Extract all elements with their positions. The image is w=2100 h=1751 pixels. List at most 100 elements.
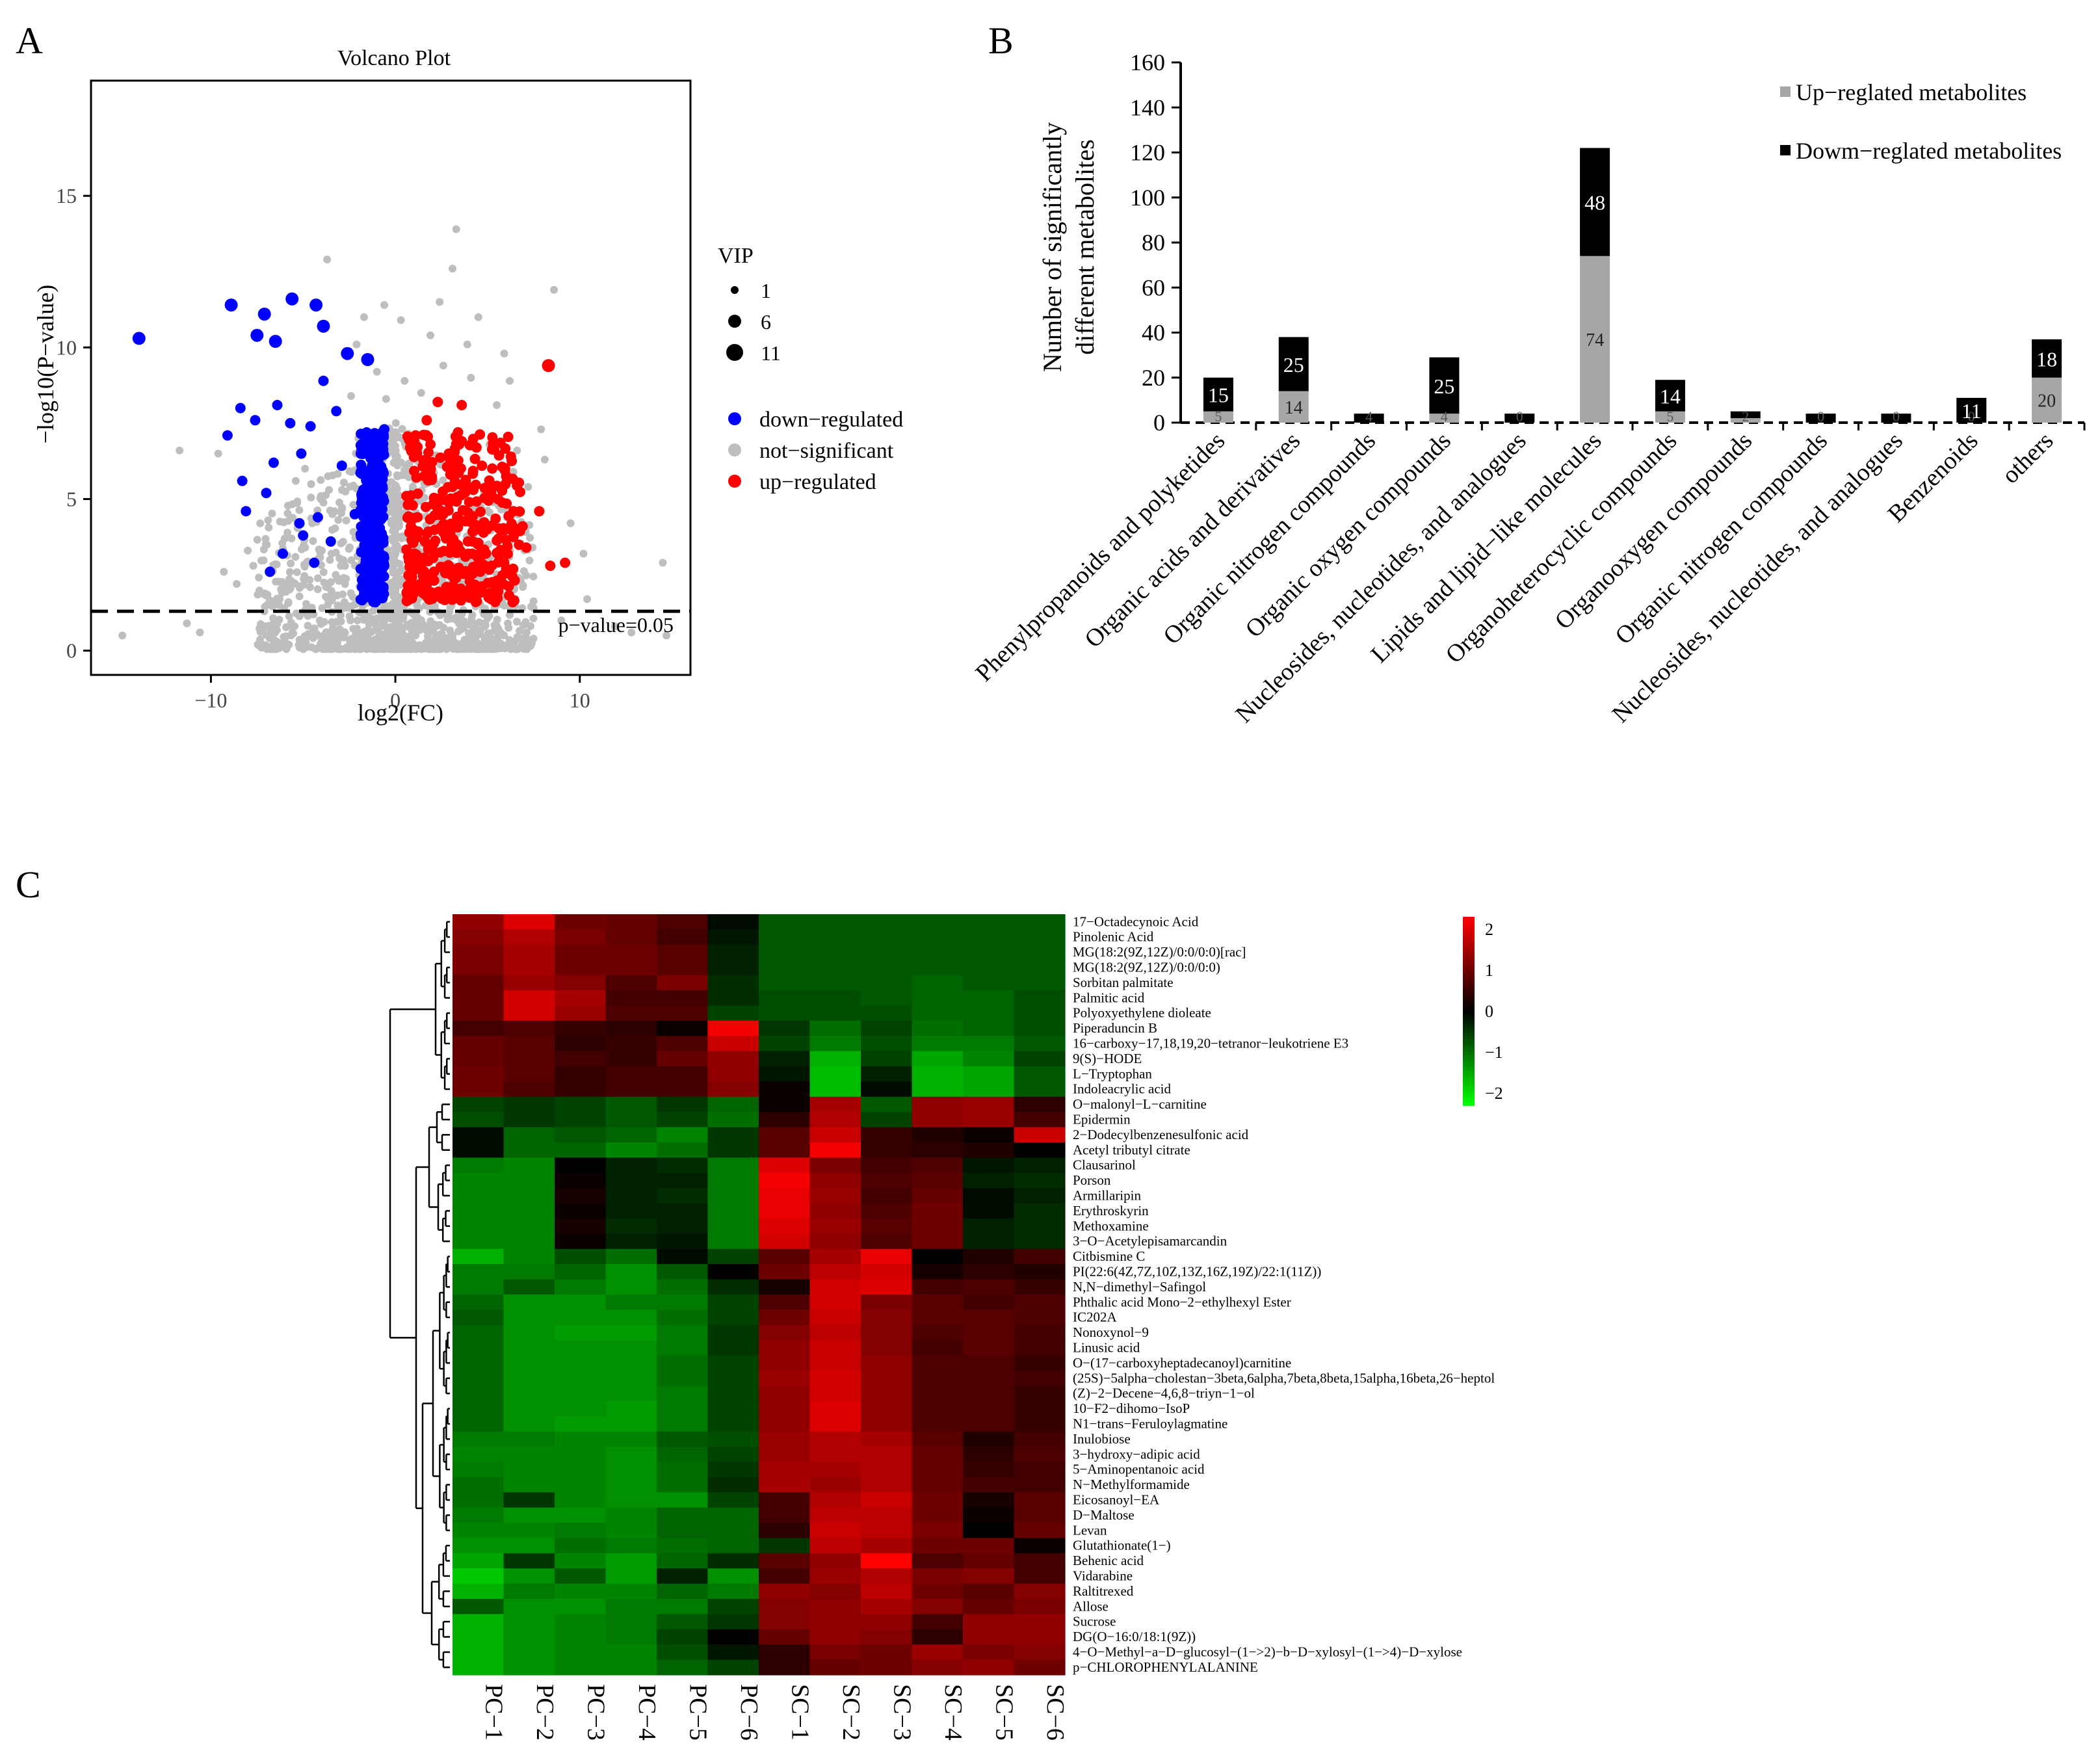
heatmap-cell — [453, 1644, 505, 1661]
heatmap-cell — [503, 1005, 555, 1021]
heatmap-cell — [503, 1248, 555, 1265]
volcano-point-neutral — [244, 546, 252, 555]
volcano-point-down — [360, 511, 371, 521]
heatmap-cell — [963, 1279, 1015, 1295]
bar-down-value-label: 14 — [1660, 384, 1681, 408]
heatmap-cell — [912, 1416, 964, 1432]
heatmap-cell — [861, 1066, 913, 1082]
heatmap-cell — [605, 1371, 657, 1386]
heatmap-cell — [555, 1096, 607, 1112]
heatmap-cell — [503, 1583, 555, 1600]
volcano-bg-point — [263, 540, 271, 549]
heatmap-cell — [453, 1659, 505, 1676]
heatmap-cell — [503, 990, 555, 1006]
heatmap-cell — [861, 1401, 913, 1417]
heatmap-row-label: 17−Octadecynoic Acid — [1073, 914, 1199, 929]
heatmap-cell — [707, 1340, 759, 1356]
bar-up-segment — [1278, 391, 1309, 423]
volcano-point-neutral — [449, 265, 456, 273]
volcano-point-up — [425, 573, 436, 584]
volcano-bg-point — [333, 573, 341, 582]
heatmap-cell — [912, 1355, 964, 1371]
heatmap-cell — [963, 1371, 1015, 1386]
heatmap-cell — [809, 944, 861, 960]
heatmap-cell — [809, 1553, 861, 1569]
heatmap-cell — [605, 1492, 657, 1508]
heatmap-cell — [861, 1568, 913, 1585]
bar-y-tick-label: 80 — [1142, 230, 1165, 256]
color-scale-step — [1463, 929, 1475, 933]
volcano-point-up — [454, 439, 465, 450]
volcano-bg-point — [424, 636, 432, 644]
volcano-bg-point — [347, 616, 355, 625]
heatmap-cell — [963, 1324, 1015, 1341]
heatmap-cell — [657, 1005, 709, 1021]
heatmap-cell — [1014, 1081, 1066, 1098]
volcano-y-axis-label: −log10(P−value) — [33, 285, 59, 444]
volcano-bg-point — [282, 623, 290, 631]
heatmap-cell — [912, 1279, 964, 1295]
volcano-title: Volcano Plot — [337, 46, 451, 70]
volcano-bg-point — [328, 625, 337, 634]
volcano-point-neutral — [176, 446, 184, 454]
heatmap-cell — [605, 1264, 657, 1280]
heatmap-cell — [1014, 1218, 1066, 1234]
heatmap-column-label: SC−6 — [1042, 1684, 1069, 1741]
volcano-point-neutral — [280, 534, 289, 543]
heatmap-cell — [605, 1462, 657, 1478]
heatmap-cell — [605, 1310, 657, 1326]
bar-down-segment — [1504, 414, 1535, 423]
heatmap-cell — [759, 1614, 811, 1630]
heatmap-cell — [912, 1188, 964, 1204]
volcano-bg-point — [332, 633, 341, 641]
volcano-point-up — [403, 511, 414, 522]
heatmap-cell — [861, 1447, 913, 1462]
heatmap-cell — [809, 1614, 861, 1630]
heatmap-cell — [861, 1127, 913, 1143]
heatmap-cell — [707, 960, 759, 976]
heatmap-cell — [1014, 1553, 1066, 1569]
volcano-point-neutral — [382, 395, 390, 403]
volcano-bg-point — [287, 534, 296, 543]
heatmap-cell — [809, 1371, 861, 1386]
heatmap-cell — [503, 1431, 555, 1447]
heatmap-cell — [809, 1127, 861, 1143]
heatmap-cell — [503, 1568, 555, 1585]
volcano-point-up — [471, 496, 482, 507]
heatmap-row-label: Sucrose — [1073, 1614, 1116, 1629]
heatmap-cell — [707, 1310, 759, 1326]
volcano-point-neutral — [550, 285, 558, 294]
heatmap-cell — [963, 1142, 1015, 1158]
volcano-bg-point — [393, 570, 401, 579]
volcano-point-up — [443, 482, 454, 493]
heatmap-cell — [605, 1295, 657, 1310]
heatmap-cell — [503, 1507, 555, 1523]
volcano-point-up — [492, 535, 503, 546]
heatmap-cell — [503, 1096, 555, 1112]
heatmap-row-label: Piperaduncin B — [1073, 1020, 1157, 1036]
heatmap-cell — [963, 1127, 1015, 1143]
heatmap-cell — [605, 1218, 657, 1234]
volcano-point-up — [435, 523, 446, 533]
volcano-bg-point — [261, 622, 270, 631]
heatmap-cell — [453, 1523, 505, 1538]
heatmap-column-label: SC−3 — [888, 1684, 915, 1741]
heatmap-cell — [503, 1644, 555, 1661]
volcano-bg-point — [348, 592, 357, 601]
heatmap-cell — [555, 1355, 607, 1371]
heatmap-cell — [453, 1036, 505, 1052]
volcano-bg-point — [358, 631, 366, 639]
volcano-bg-point — [309, 537, 317, 546]
heatmap-cell — [503, 1264, 555, 1280]
heatmap-cell — [657, 1355, 709, 1371]
heatmap-cell — [503, 1447, 555, 1462]
heatmap-cell — [759, 1279, 811, 1295]
volcano-plot-frame — [90, 79, 692, 676]
heatmap-cell — [453, 1066, 505, 1082]
heatmap-cell — [503, 1233, 555, 1250]
heatmap-cell — [453, 1218, 505, 1234]
heatmap-cell — [1014, 1051, 1066, 1067]
heatmap-cell — [759, 990, 811, 1006]
heatmap-cell — [809, 1096, 861, 1112]
heatmap-cell — [707, 1248, 759, 1265]
